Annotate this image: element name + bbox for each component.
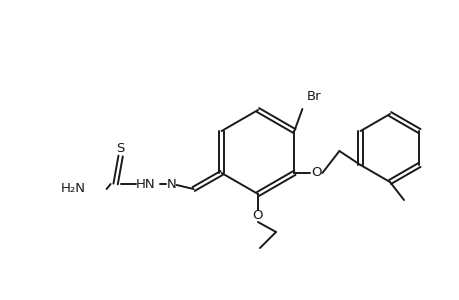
Text: H₂N: H₂N bbox=[61, 182, 85, 196]
Text: HN: HN bbox=[135, 178, 155, 190]
Text: Br: Br bbox=[306, 90, 320, 103]
Text: O: O bbox=[252, 209, 263, 223]
Text: N: N bbox=[167, 178, 176, 190]
Text: O: O bbox=[310, 167, 321, 179]
Text: S: S bbox=[116, 142, 124, 154]
